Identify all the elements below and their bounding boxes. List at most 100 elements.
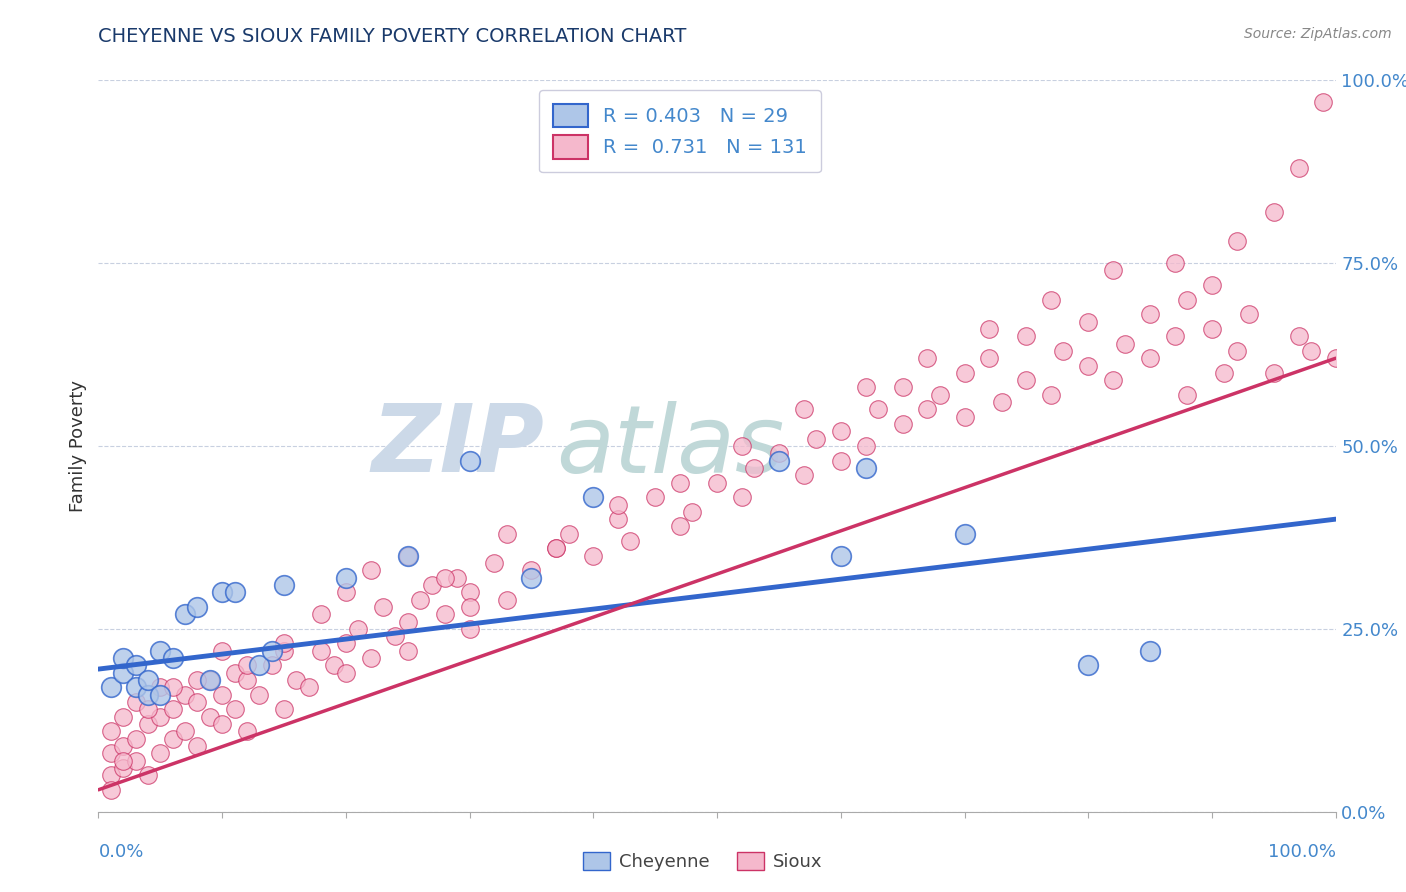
Point xyxy=(236,658,259,673)
Text: Source: ZipAtlas.com: Source: ZipAtlas.com xyxy=(1244,27,1392,41)
Point xyxy=(335,665,357,680)
Point xyxy=(484,556,506,570)
Point xyxy=(607,512,630,526)
Point xyxy=(136,702,159,716)
Point xyxy=(112,665,135,680)
Point xyxy=(149,746,172,760)
Point xyxy=(731,490,754,504)
Point xyxy=(446,571,468,585)
Point xyxy=(1201,322,1223,336)
Point xyxy=(124,731,146,746)
Point xyxy=(186,673,208,687)
Point xyxy=(830,549,852,563)
Point xyxy=(495,592,517,607)
Point xyxy=(891,380,914,394)
Point xyxy=(1040,388,1063,402)
Point xyxy=(273,636,295,650)
Point xyxy=(384,629,406,643)
Point xyxy=(520,563,543,577)
Point xyxy=(1237,307,1260,321)
Point xyxy=(495,526,517,541)
Point xyxy=(458,599,481,614)
Point xyxy=(136,768,159,782)
Point xyxy=(211,717,233,731)
Point xyxy=(1015,373,1038,387)
Point xyxy=(804,432,827,446)
Point xyxy=(360,563,382,577)
Point xyxy=(124,695,146,709)
Point xyxy=(198,673,221,687)
Point xyxy=(149,709,172,723)
Point xyxy=(1102,263,1125,277)
Point xyxy=(124,658,146,673)
Point xyxy=(236,724,259,739)
Point xyxy=(100,746,122,760)
Point xyxy=(224,665,246,680)
Point xyxy=(136,673,159,687)
Point xyxy=(273,702,295,716)
Point xyxy=(396,549,419,563)
Point xyxy=(582,490,605,504)
Point xyxy=(1114,336,1136,351)
Point xyxy=(136,717,159,731)
Point xyxy=(1263,366,1285,380)
Point xyxy=(396,644,419,658)
Point xyxy=(1201,278,1223,293)
Point xyxy=(422,578,444,592)
Point xyxy=(1139,351,1161,366)
Point xyxy=(186,599,208,614)
Point xyxy=(669,519,692,533)
Point xyxy=(557,526,579,541)
Point xyxy=(174,688,197,702)
Point xyxy=(855,380,877,394)
Point xyxy=(953,366,976,380)
Point xyxy=(1139,644,1161,658)
Point xyxy=(917,351,939,366)
Point xyxy=(742,461,765,475)
Point xyxy=(990,395,1012,409)
Point xyxy=(335,585,357,599)
Point xyxy=(830,453,852,467)
Point xyxy=(1052,343,1074,358)
Point xyxy=(198,709,221,723)
Point xyxy=(458,622,481,636)
Point xyxy=(174,607,197,622)
Point xyxy=(1102,373,1125,387)
Point xyxy=(1175,388,1198,402)
Point xyxy=(979,322,1001,336)
Point xyxy=(917,402,939,417)
Point xyxy=(112,739,135,753)
Legend: R = 0.403   N = 29, R =  0.731   N = 131: R = 0.403 N = 29, R = 0.731 N = 131 xyxy=(538,90,821,172)
Point xyxy=(928,388,950,402)
Point xyxy=(124,681,146,695)
Point xyxy=(644,490,666,504)
Y-axis label: Family Poverty: Family Poverty xyxy=(69,380,87,512)
Point xyxy=(335,571,357,585)
Point xyxy=(793,402,815,417)
Text: atlas: atlas xyxy=(557,401,785,491)
Point xyxy=(100,681,122,695)
Point xyxy=(112,651,135,665)
Point xyxy=(520,571,543,585)
Point xyxy=(1175,293,1198,307)
Point xyxy=(149,644,172,658)
Point xyxy=(162,651,184,665)
Point xyxy=(582,549,605,563)
Point xyxy=(979,351,1001,366)
Point xyxy=(322,658,344,673)
Point xyxy=(681,505,703,519)
Point xyxy=(112,761,135,775)
Point xyxy=(1077,359,1099,373)
Point xyxy=(371,599,394,614)
Text: CHEYENNE VS SIOUX FAMILY POVERTY CORRELATION CHART: CHEYENNE VS SIOUX FAMILY POVERTY CORRELA… xyxy=(98,27,686,45)
Point xyxy=(298,681,321,695)
Text: 0.0%: 0.0% xyxy=(98,843,143,861)
Point xyxy=(124,754,146,768)
Point xyxy=(706,475,728,490)
Point xyxy=(211,585,233,599)
Point xyxy=(112,754,135,768)
Point xyxy=(224,702,246,716)
Point xyxy=(1077,315,1099,329)
Point xyxy=(619,534,641,549)
Point xyxy=(260,644,283,658)
